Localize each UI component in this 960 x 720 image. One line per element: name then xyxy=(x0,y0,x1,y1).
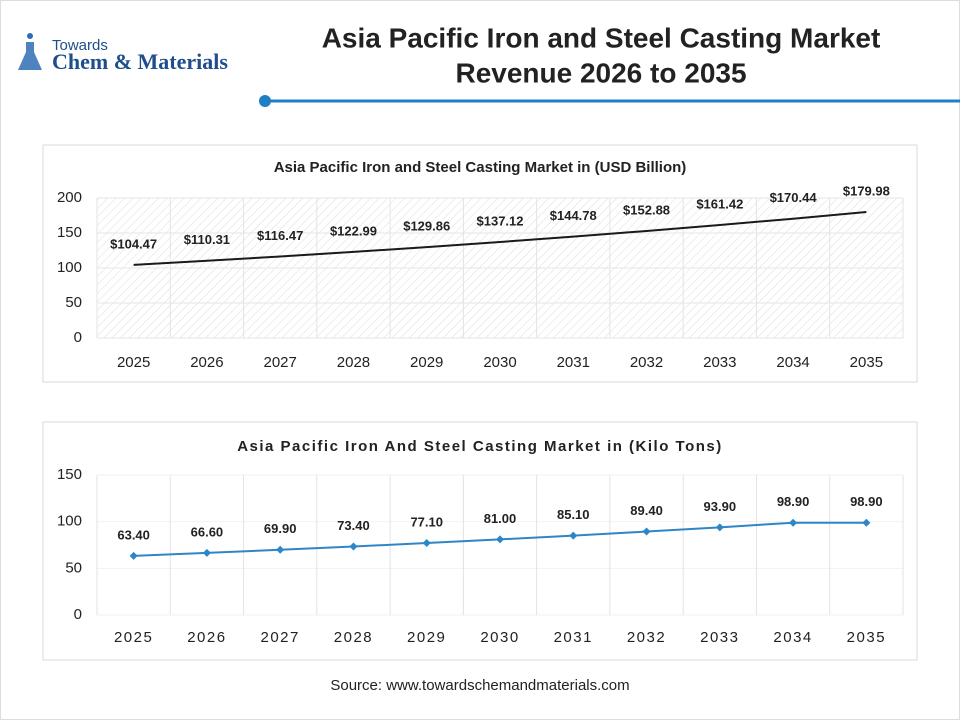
page-title: Asia Pacific Iron and Steel Casting Mark… xyxy=(322,22,881,53)
point xyxy=(642,527,651,536)
point xyxy=(422,539,431,548)
logo-top: Towards xyxy=(52,37,108,54)
x-tick-label: 2027 xyxy=(263,354,296,371)
value-label: $152.88 xyxy=(623,202,670,217)
value-label: 63.40 xyxy=(117,527,150,542)
chart-title: Asia Pacific Iron and Steel Casting Mark… xyxy=(274,159,687,176)
chart-title: Asia Pacific Iron And Steel Casting Mark… xyxy=(237,438,723,455)
x-tick-label: 2025 xyxy=(114,629,153,646)
value-label: $161.42 xyxy=(696,196,743,211)
header-dot xyxy=(259,95,271,107)
value-label: $137.12 xyxy=(477,213,524,228)
x-tick-label: 2029 xyxy=(410,354,443,371)
value-label: 77.10 xyxy=(410,514,443,529)
x-tick-label: 2026 xyxy=(190,354,223,371)
x-tick-label: 2025 xyxy=(117,354,150,371)
x-tick-label: 2028 xyxy=(337,354,370,371)
value-label: $110.31 xyxy=(184,232,230,247)
point xyxy=(789,518,798,527)
y-tick-label: 0 xyxy=(74,329,82,346)
value-label: $104.47 xyxy=(110,236,157,251)
x-tick-label: 2032 xyxy=(630,354,663,371)
y-tick-label: 0 xyxy=(74,606,82,623)
y-tick-label: 200 xyxy=(57,189,82,206)
value-label: 98.90 xyxy=(850,494,883,509)
page-title: Revenue 2026 to 2035 xyxy=(455,57,746,88)
value-label: $170.44 xyxy=(770,190,818,205)
point xyxy=(496,535,504,544)
point xyxy=(862,518,871,527)
x-tick-label: 2033 xyxy=(703,354,736,371)
value-label: 81.00 xyxy=(484,511,517,526)
value-label: 98.90 xyxy=(777,494,810,509)
x-tick-label: 2031 xyxy=(557,354,590,371)
value-label: 66.60 xyxy=(191,524,224,539)
x-tick-label: 2032 xyxy=(627,629,666,646)
source: Source: www.towardschemandmaterials.com xyxy=(330,677,629,694)
x-tick-label: 2030 xyxy=(483,354,516,371)
x-tick-label: 2030 xyxy=(480,629,519,646)
series-line xyxy=(133,211,867,266)
y-tick-label: 50 xyxy=(65,559,82,576)
value-label: $116.47 xyxy=(257,228,303,243)
value-label: 85.10 xyxy=(557,507,590,522)
point xyxy=(276,545,285,554)
value-label: 89.40 xyxy=(630,503,663,518)
y-tick-label: 50 xyxy=(65,294,82,311)
point xyxy=(715,523,724,532)
y-tick-label: 150 xyxy=(57,466,82,483)
x-tick-label: 2029 xyxy=(407,629,446,646)
x-tick-label: 2031 xyxy=(554,629,593,646)
x-tick-label: 2034 xyxy=(773,629,812,646)
value-label: 93.90 xyxy=(704,499,737,514)
point xyxy=(129,551,138,560)
value-label: $129.86 xyxy=(403,219,450,234)
x-tick-label: 2033 xyxy=(700,629,739,646)
value-label: $179.98 xyxy=(843,183,890,198)
y-tick-label: 100 xyxy=(57,513,82,530)
x-tick-label: 2035 xyxy=(847,629,886,646)
x-tick-label: 2028 xyxy=(334,629,373,646)
x-tick-label: 2027 xyxy=(260,629,299,646)
point xyxy=(202,548,211,557)
y-tick-label: 150 xyxy=(57,224,82,241)
value-label: 73.40 xyxy=(337,518,370,533)
point xyxy=(349,542,358,551)
value-label: 69.90 xyxy=(264,521,297,536)
x-tick-label: 2026 xyxy=(187,629,226,646)
y-tick-label: 100 xyxy=(57,259,82,276)
x-tick-label: 2035 xyxy=(850,354,883,371)
logo-main: Chem & Materials xyxy=(52,49,228,74)
point xyxy=(569,531,578,540)
logo xyxy=(18,33,42,70)
x-tick-label: 2034 xyxy=(776,354,809,371)
value-label: $122.99 xyxy=(330,223,377,238)
value-label: $144.78 xyxy=(550,208,597,223)
